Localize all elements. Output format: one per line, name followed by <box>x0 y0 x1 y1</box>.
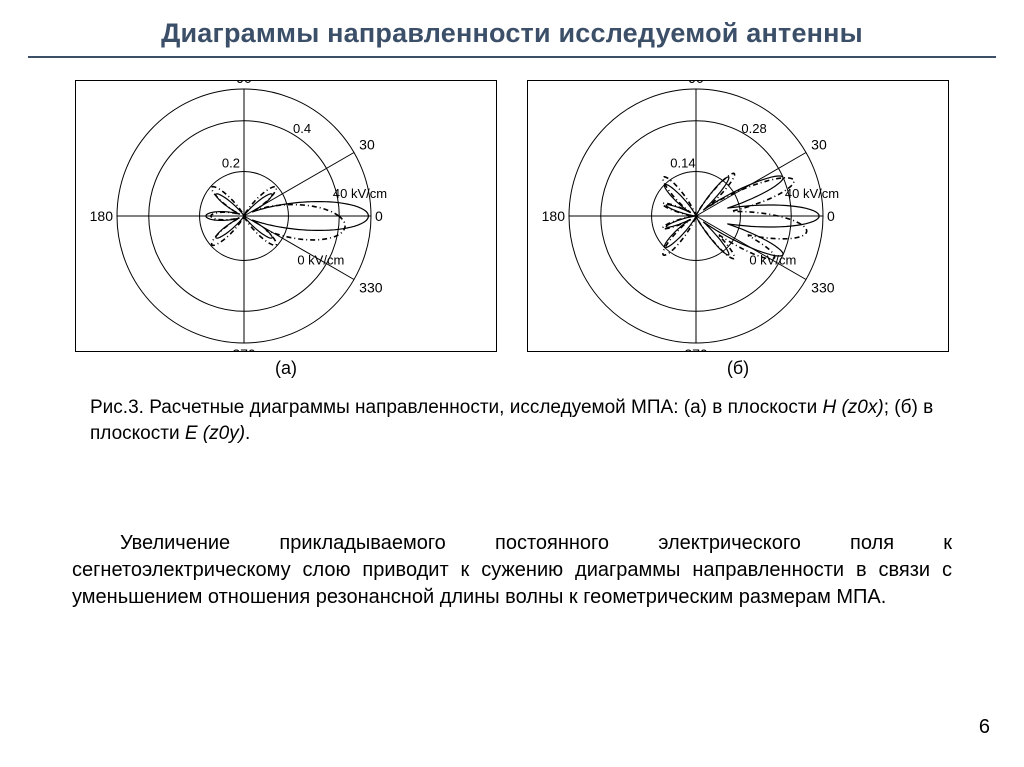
figure-caption: Рис.3. Расчетные диаграммы направленност… <box>90 395 934 446</box>
panel-a-box: 0 30 90 180 270 330 0.2 0.4 40 kV/cm 0 kV/cm <box>75 80 497 352</box>
svg-text:30: 30 <box>359 137 375 153</box>
caption-suffix: . <box>245 423 250 444</box>
svg-text:40 kV/cm: 40 kV/cm <box>333 186 387 201</box>
panel-a-wrap: 0 30 90 180 270 330 0.2 0.4 40 kV/cm 0 kV/cm (а) <box>75 80 497 379</box>
panel-b-wrap: 0 30 90 180 270 330 0.14 0.28 40 kV/cm 0 kV/cm (б… <box>527 80 949 379</box>
caption-prefix: Рис.3. Расчетные диаграммы направленност… <box>90 397 822 418</box>
svg-text:180: 180 <box>90 208 114 224</box>
svg-text:90: 90 <box>688 81 704 86</box>
svg-text:0.14: 0.14 <box>670 155 695 170</box>
svg-text:90: 90 <box>236 81 252 86</box>
panel-b-box: 0 30 90 180 270 330 0.14 0.28 40 kV/cm 0 kV/cm <box>527 80 949 352</box>
panel-a-label: (а) <box>275 358 297 379</box>
svg-text:0: 0 <box>375 208 383 224</box>
svg-text:270: 270 <box>684 346 708 351</box>
page-number: 6 <box>979 716 990 739</box>
panel_a-svg: 0 30 90 180 270 330 0.2 0.4 40 kV/cm 0 kV/cm <box>76 81 496 351</box>
svg-text:270: 270 <box>232 346 256 351</box>
caption-plane-b: E (z0y) <box>185 423 245 444</box>
svg-text:180: 180 <box>542 208 566 224</box>
svg-text:0 kV/cm: 0 kV/cm <box>297 252 344 267</box>
svg-text:0.2: 0.2 <box>222 155 240 170</box>
title-rule <box>28 56 996 58</box>
caption-plane-a: H (z0x) <box>822 397 883 418</box>
svg-text:0.28: 0.28 <box>741 121 766 136</box>
panel-b-label: (б) <box>727 358 749 379</box>
svg-text:30: 30 <box>811 137 827 153</box>
body-paragraph: Увеличение прикладываемого постоянного э… <box>72 530 952 611</box>
slide: Диаграммы направленности исследуемой ант… <box>0 0 1024 767</box>
svg-text:0: 0 <box>827 208 835 224</box>
svg-text:0.4: 0.4 <box>293 121 311 136</box>
figure-row: 030901802703300.20.440 kV/cm0 kV/cm (а) … <box>60 80 964 379</box>
svg-text:330: 330 <box>359 280 383 296</box>
slide-title: Диаграммы направленности исследуемой ант… <box>0 18 1024 49</box>
panel_b-svg: 0 30 90 180 270 330 0.14 0.28 40 kV/cm 0 kV/cm <box>528 81 948 351</box>
svg-text:330: 330 <box>811 280 835 296</box>
svg-text:0 kV/cm: 0 kV/cm <box>749 252 796 267</box>
svg-text:40 kV/cm: 40 kV/cm <box>785 186 839 201</box>
